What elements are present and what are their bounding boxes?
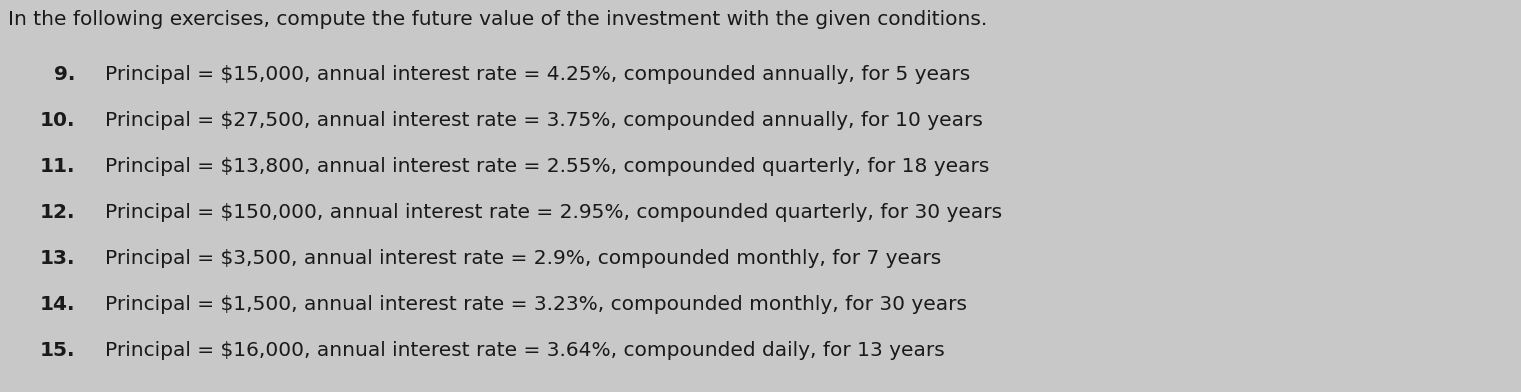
Text: 13.: 13. [40, 249, 75, 268]
Text: Principal = $15,000, annual interest rate = 4.25%, compounded annually, for 5 ye: Principal = $15,000, annual interest rat… [105, 65, 970, 84]
Text: Principal = $13,800, annual interest rate = 2.55%, compounded quarterly, for 18 : Principal = $13,800, annual interest rat… [105, 157, 989, 176]
Text: 11.: 11. [40, 157, 75, 176]
Text: Principal = $1,500, annual interest rate = 3.23%, compounded monthly, for 30 yea: Principal = $1,500, annual interest rate… [105, 295, 967, 314]
Text: 10.: 10. [40, 111, 75, 130]
Text: Principal = $150,000, annual interest rate = 2.95%, compounded quarterly, for 30: Principal = $150,000, annual interest ra… [105, 203, 1002, 222]
Text: 15.: 15. [40, 341, 75, 360]
Text: Principal = $27,500, annual interest rate = 3.75%, compounded annually, for 10 y: Principal = $27,500, annual interest rat… [105, 111, 983, 130]
Text: 9.: 9. [53, 65, 75, 84]
Text: 14.: 14. [40, 295, 75, 314]
Text: Principal = $16,000, annual interest rate = 3.64%, compounded daily, for 13 year: Principal = $16,000, annual interest rat… [105, 341, 945, 360]
Text: In the following exercises, compute the future value of the investment with the : In the following exercises, compute the … [8, 10, 987, 29]
Text: Principal = $3,500, annual interest rate = 2.9%, compounded monthly, for 7 years: Principal = $3,500, annual interest rate… [105, 249, 941, 268]
Text: 12.: 12. [40, 203, 75, 222]
